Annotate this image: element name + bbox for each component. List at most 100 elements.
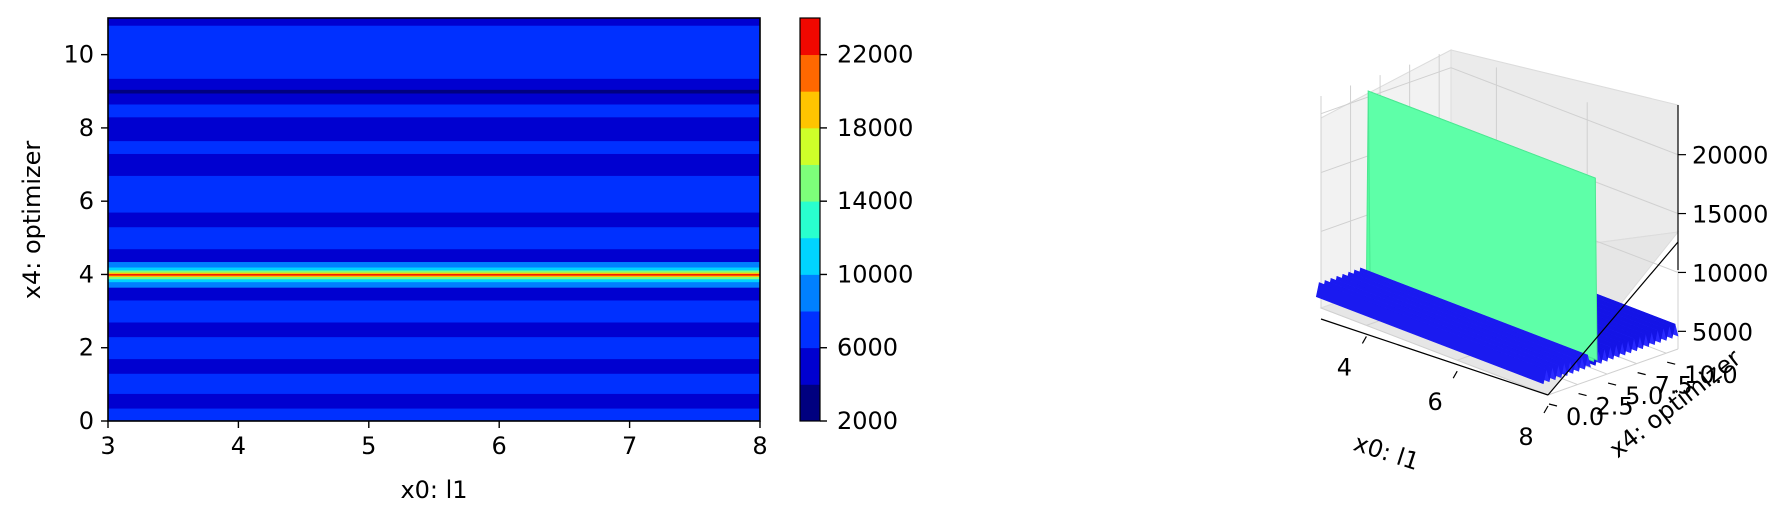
heatmap-band [108, 212, 760, 228]
surface-z-tick-label: 10000 [1692, 259, 1768, 287]
surface-y-tick-mark [1667, 361, 1676, 365]
surface-x-ticks: 4 6 8 [1337, 336, 1549, 451]
heatmap-band [108, 287, 760, 301]
surface-y-tick-mark [1548, 403, 1558, 407]
heatmap-y-tick-label: 4 [79, 260, 94, 288]
colorbar-segment [800, 201, 820, 239]
pane-gridline [1320, 307, 1549, 396]
heatmap-y-tick-label: 8 [79, 114, 94, 142]
pane-gridline [1450, 67, 1679, 156]
surface-y-tick-label: 10.0 [1684, 361, 1737, 389]
heatmap-y-tick-label: 2 [79, 334, 94, 362]
colorbar-segment [800, 127, 820, 165]
surface-y-tick-label: 5.0 [1625, 382, 1663, 410]
colorbar-segment [800, 18, 820, 56]
colorbar-tick-label: 18000 [837, 114, 913, 142]
heatmap-band [108, 300, 760, 323]
heatmap-x-ticks: 3 4 5 6 7 8 [100, 421, 768, 460]
heatmap-x-tick-label: 8 [752, 432, 767, 460]
colorbar-tick-label: 10000 [837, 260, 913, 288]
heatmap-band [108, 267, 760, 271]
surface-y-tick-mark [1607, 382, 1617, 386]
heatmap-band [108, 275, 760, 278]
surface-x-tick-mark [1361, 336, 1367, 344]
heatmap-plot-frame [107, 17, 761, 422]
heatmap-band [108, 248, 760, 263]
heatmap-x-tick-label: 4 [231, 432, 246, 460]
heatmap-colorbar [800, 18, 820, 422]
colorbar-segment [800, 237, 820, 275]
heatmap-band [108, 18, 760, 26]
heatmap-y-tick-label: 10 [63, 41, 94, 69]
heatmap-band [108, 104, 760, 118]
heatmap-x-axis-title: x0: l1 [400, 476, 467, 504]
heatmap-band [108, 358, 760, 374]
heatmap-band [108, 408, 760, 422]
heatmap-bands [108, 18, 760, 422]
heatmap-band [108, 89, 760, 94]
colorbar-frame [799, 17, 821, 422]
heatmap-band [108, 270, 760, 273]
surface-x-tick-label: 8 [1518, 423, 1533, 451]
surface-x-tick-label: 4 [1337, 353, 1352, 381]
heatmap-band [108, 175, 760, 213]
surface-y-tick-label: 7.5 [1655, 372, 1693, 400]
colorbar-tick-label: 22000 [837, 41, 913, 69]
heatmap-y-tick-label: 0 [79, 407, 94, 435]
colorbar-tick-label: 2000 [837, 407, 898, 435]
colorbar-segment [800, 91, 820, 129]
heatmap-band [108, 78, 760, 90]
colorbar-ticks: 2000 6000 10000 14000 18000 22000 [820, 41, 913, 435]
heatmap-x-tick-label: 7 [622, 432, 637, 460]
heatmap-band [108, 393, 760, 409]
colorbar-segment [800, 54, 820, 92]
surface-z-tick-label: 15000 [1692, 201, 1768, 229]
colorbar-segment [800, 347, 820, 385]
surface-x-tick-mark [1543, 405, 1549, 414]
heatmap-x-tick-label: 5 [361, 432, 376, 460]
heatmap-band [108, 272, 760, 275]
surface-y-tick-mark [1637, 372, 1646, 376]
surface-mesh [1315, 90, 1679, 385]
heatmap-band [108, 93, 760, 105]
surface-z-tick-label: 20000 [1692, 142, 1768, 170]
heatmap-y-axis-title: x4: optimizer [18, 141, 46, 300]
heatmap-band [108, 276, 760, 280]
x-axis-line [1320, 318, 1549, 396]
surface-z-ticks: 5000 10000 15000 20000 [1678, 142, 1768, 346]
heatmap-band [108, 281, 760, 288]
heatmap-band [108, 373, 760, 394]
heatmap-band [108, 140, 760, 154]
heatmap-band [108, 116, 760, 142]
colorbar-segment [800, 384, 820, 422]
surface-x-tick-mark [1452, 370, 1458, 379]
heatmap-band [108, 226, 760, 250]
heatmap-band [108, 273, 760, 276]
colorbar-segment [800, 274, 820, 312]
surface-y-tick-label: 2.5 [1596, 393, 1634, 421]
heatmap-band [108, 336, 760, 360]
pane-gridline [1320, 67, 1452, 115]
heatmap-band [108, 278, 760, 283]
surface-facet [1315, 282, 1547, 385]
heatmap-band [108, 322, 760, 338]
heatmap-x-tick-label: 6 [492, 432, 507, 460]
surface-x-axis-title: x0: l1 [1350, 429, 1422, 476]
surface-y-tick-mark [1578, 392, 1587, 397]
pane-gridline [1547, 348, 1679, 396]
heatmap-chart: 3 4 5 6 7 8 0 2 4 6 8 10 x0: l1 x4: optimizer 2000… [18, 17, 913, 504]
colorbar-tick-label: 14000 [837, 187, 913, 215]
y-axis-line [1547, 241, 1679, 396]
heatmap-band [108, 25, 760, 79]
heatmap-y-ticks: 0 2 4 6 8 10 [63, 41, 108, 435]
heatmap-band [108, 261, 760, 268]
colorbar-tick-label: 6000 [837, 334, 898, 362]
surface-y-tick-label: 0.0 [1566, 403, 1604, 431]
surface-y-ticks: 0.02.55.07.510.0 [1548, 361, 1738, 431]
heatmap-x-tick-label: 3 [100, 432, 115, 460]
surface-3d-chart: 4 6 8 0.02.55.07.510.0 5000 10000 15000 20000… [1315, 49, 1768, 476]
heatmap-y-tick-label: 6 [79, 187, 94, 215]
surface-z-tick-label: 5000 [1692, 318, 1753, 346]
colorbar-segment [800, 164, 820, 202]
surface-x-tick-label: 6 [1428, 388, 1443, 416]
